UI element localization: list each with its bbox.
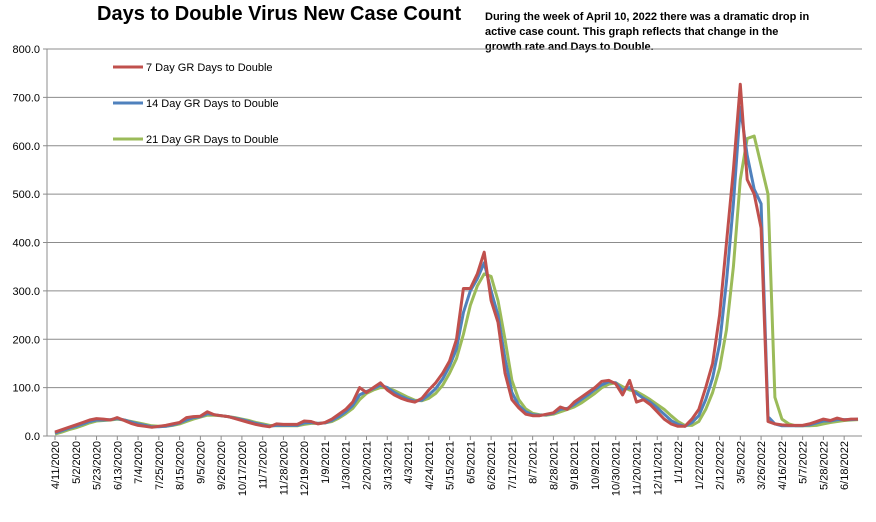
x-tick-label: 1/30/2021 bbox=[341, 441, 353, 490]
x-tick-label: 11/7/2020 bbox=[258, 441, 270, 489]
y-tick-label: 500.0 bbox=[12, 189, 40, 201]
x-tick-label: 2/20/2021 bbox=[362, 441, 374, 490]
x-tick-label: 8/15/2020 bbox=[175, 441, 187, 490]
chart-title: Days to Double Virus New Case Count bbox=[97, 3, 462, 25]
x-tick-label: 10/9/2021 bbox=[590, 441, 602, 490]
y-tick-label: 600.0 bbox=[12, 141, 40, 153]
x-tick-label: 12/19/2020 bbox=[299, 441, 311, 496]
x-tick-label: 1/9/2021 bbox=[320, 441, 332, 484]
x-tick-label: 3/13/2021 bbox=[382, 441, 394, 490]
y-tick-label: 700.0 bbox=[12, 92, 40, 104]
x-tick-label: 12/11/2021 bbox=[652, 441, 664, 495]
x-tick-label: 4/16/2022 bbox=[777, 441, 789, 490]
x-tick-label: 6/26/2021 bbox=[486, 441, 498, 490]
x-tick-label: 3/5/2022 bbox=[735, 441, 747, 484]
y-tick-label: 400.0 bbox=[12, 238, 40, 250]
x-tick-label: 7/4/2020 bbox=[133, 441, 145, 484]
x-tick-label: 6/5/2021 bbox=[465, 441, 477, 484]
21-day-gr-days-to-double-line bbox=[54, 134, 859, 436]
series-lines bbox=[54, 82, 859, 436]
x-tick-label: 5/7/2022 bbox=[798, 441, 810, 484]
x-tick-label: 10/17/2020 bbox=[237, 441, 249, 496]
x-tick-label: 4/24/2021 bbox=[424, 441, 436, 490]
x-tick-label: 10/30/2021 bbox=[611, 441, 623, 496]
x-tick-label: 5/23/2020 bbox=[92, 441, 104, 490]
x-tick-label: 4/3/2021 bbox=[403, 441, 415, 484]
x-tick-label: 9/18/2021 bbox=[569, 441, 581, 490]
x-tick-label: 2/12/2022 bbox=[715, 441, 727, 490]
x-tick-label: 1/1/2022 bbox=[673, 441, 685, 484]
y-tick-label: 0.0 bbox=[25, 431, 40, 443]
x-tick-label: 6/18/2022 bbox=[839, 441, 851, 490]
x-tick-label: 5/2/2020 bbox=[71, 441, 83, 484]
x-tick-label: 1/22/2022 bbox=[694, 441, 706, 490]
x-tick-label: 9/5/2020 bbox=[195, 441, 207, 484]
x-tick-label: 5/15/2021 bbox=[445, 441, 457, 490]
y-tick-label: 200.0 bbox=[12, 334, 40, 346]
x-axis: 4/11/2020 5/2/2020 5/23/2020 6/13/2020 7/4/2… bbox=[47, 435, 862, 496]
x-tick-label: 6/13/2020 bbox=[112, 441, 124, 490]
x-tick-label: 11/28/2020 bbox=[278, 441, 290, 495]
legend: 7 Day GR Days to Double 14 Day GR Days to… bbox=[113, 62, 279, 146]
7-day-gr-days-to-double-line bbox=[54, 82, 858, 434]
chart-subtitle: During the week of April 10, 2022 there … bbox=[485, 11, 810, 53]
14-day-gr-days-to-double-line bbox=[54, 105, 859, 435]
x-tick-label: 5/28/2022 bbox=[818, 441, 830, 490]
x-tick-label: 7/17/2021 bbox=[507, 441, 519, 490]
y-tick-label: 300.0 bbox=[12, 286, 40, 298]
x-tick-label: 3/26/2022 bbox=[756, 441, 768, 490]
x-tick-label: 4/11/2020 bbox=[50, 441, 62, 489]
y-tick-label: 800.0 bbox=[12, 44, 40, 56]
x-tick-label: 8/7/2021 bbox=[528, 441, 540, 484]
x-tick-label: 11/20/2021 bbox=[631, 441, 643, 495]
grid-lines bbox=[47, 48, 862, 437]
x-tick-label: 9/26/2020 bbox=[216, 441, 228, 490]
legend-label: 7 Day GR Days to Double bbox=[146, 62, 273, 74]
x-tick-label: 8/28/2021 bbox=[548, 441, 560, 490]
y-axis: 0.0 100.0 200.0 300.0 400.0 500.0 600.0 700.0 80… bbox=[12, 44, 48, 443]
x-tick-label: 7/25/2020 bbox=[154, 441, 166, 490]
legend-label: 21 Day GR Days to Double bbox=[146, 134, 279, 146]
y-tick-label: 100.0 bbox=[12, 383, 40, 395]
legend-label: 14 Day GR Days to Double bbox=[146, 98, 279, 110]
